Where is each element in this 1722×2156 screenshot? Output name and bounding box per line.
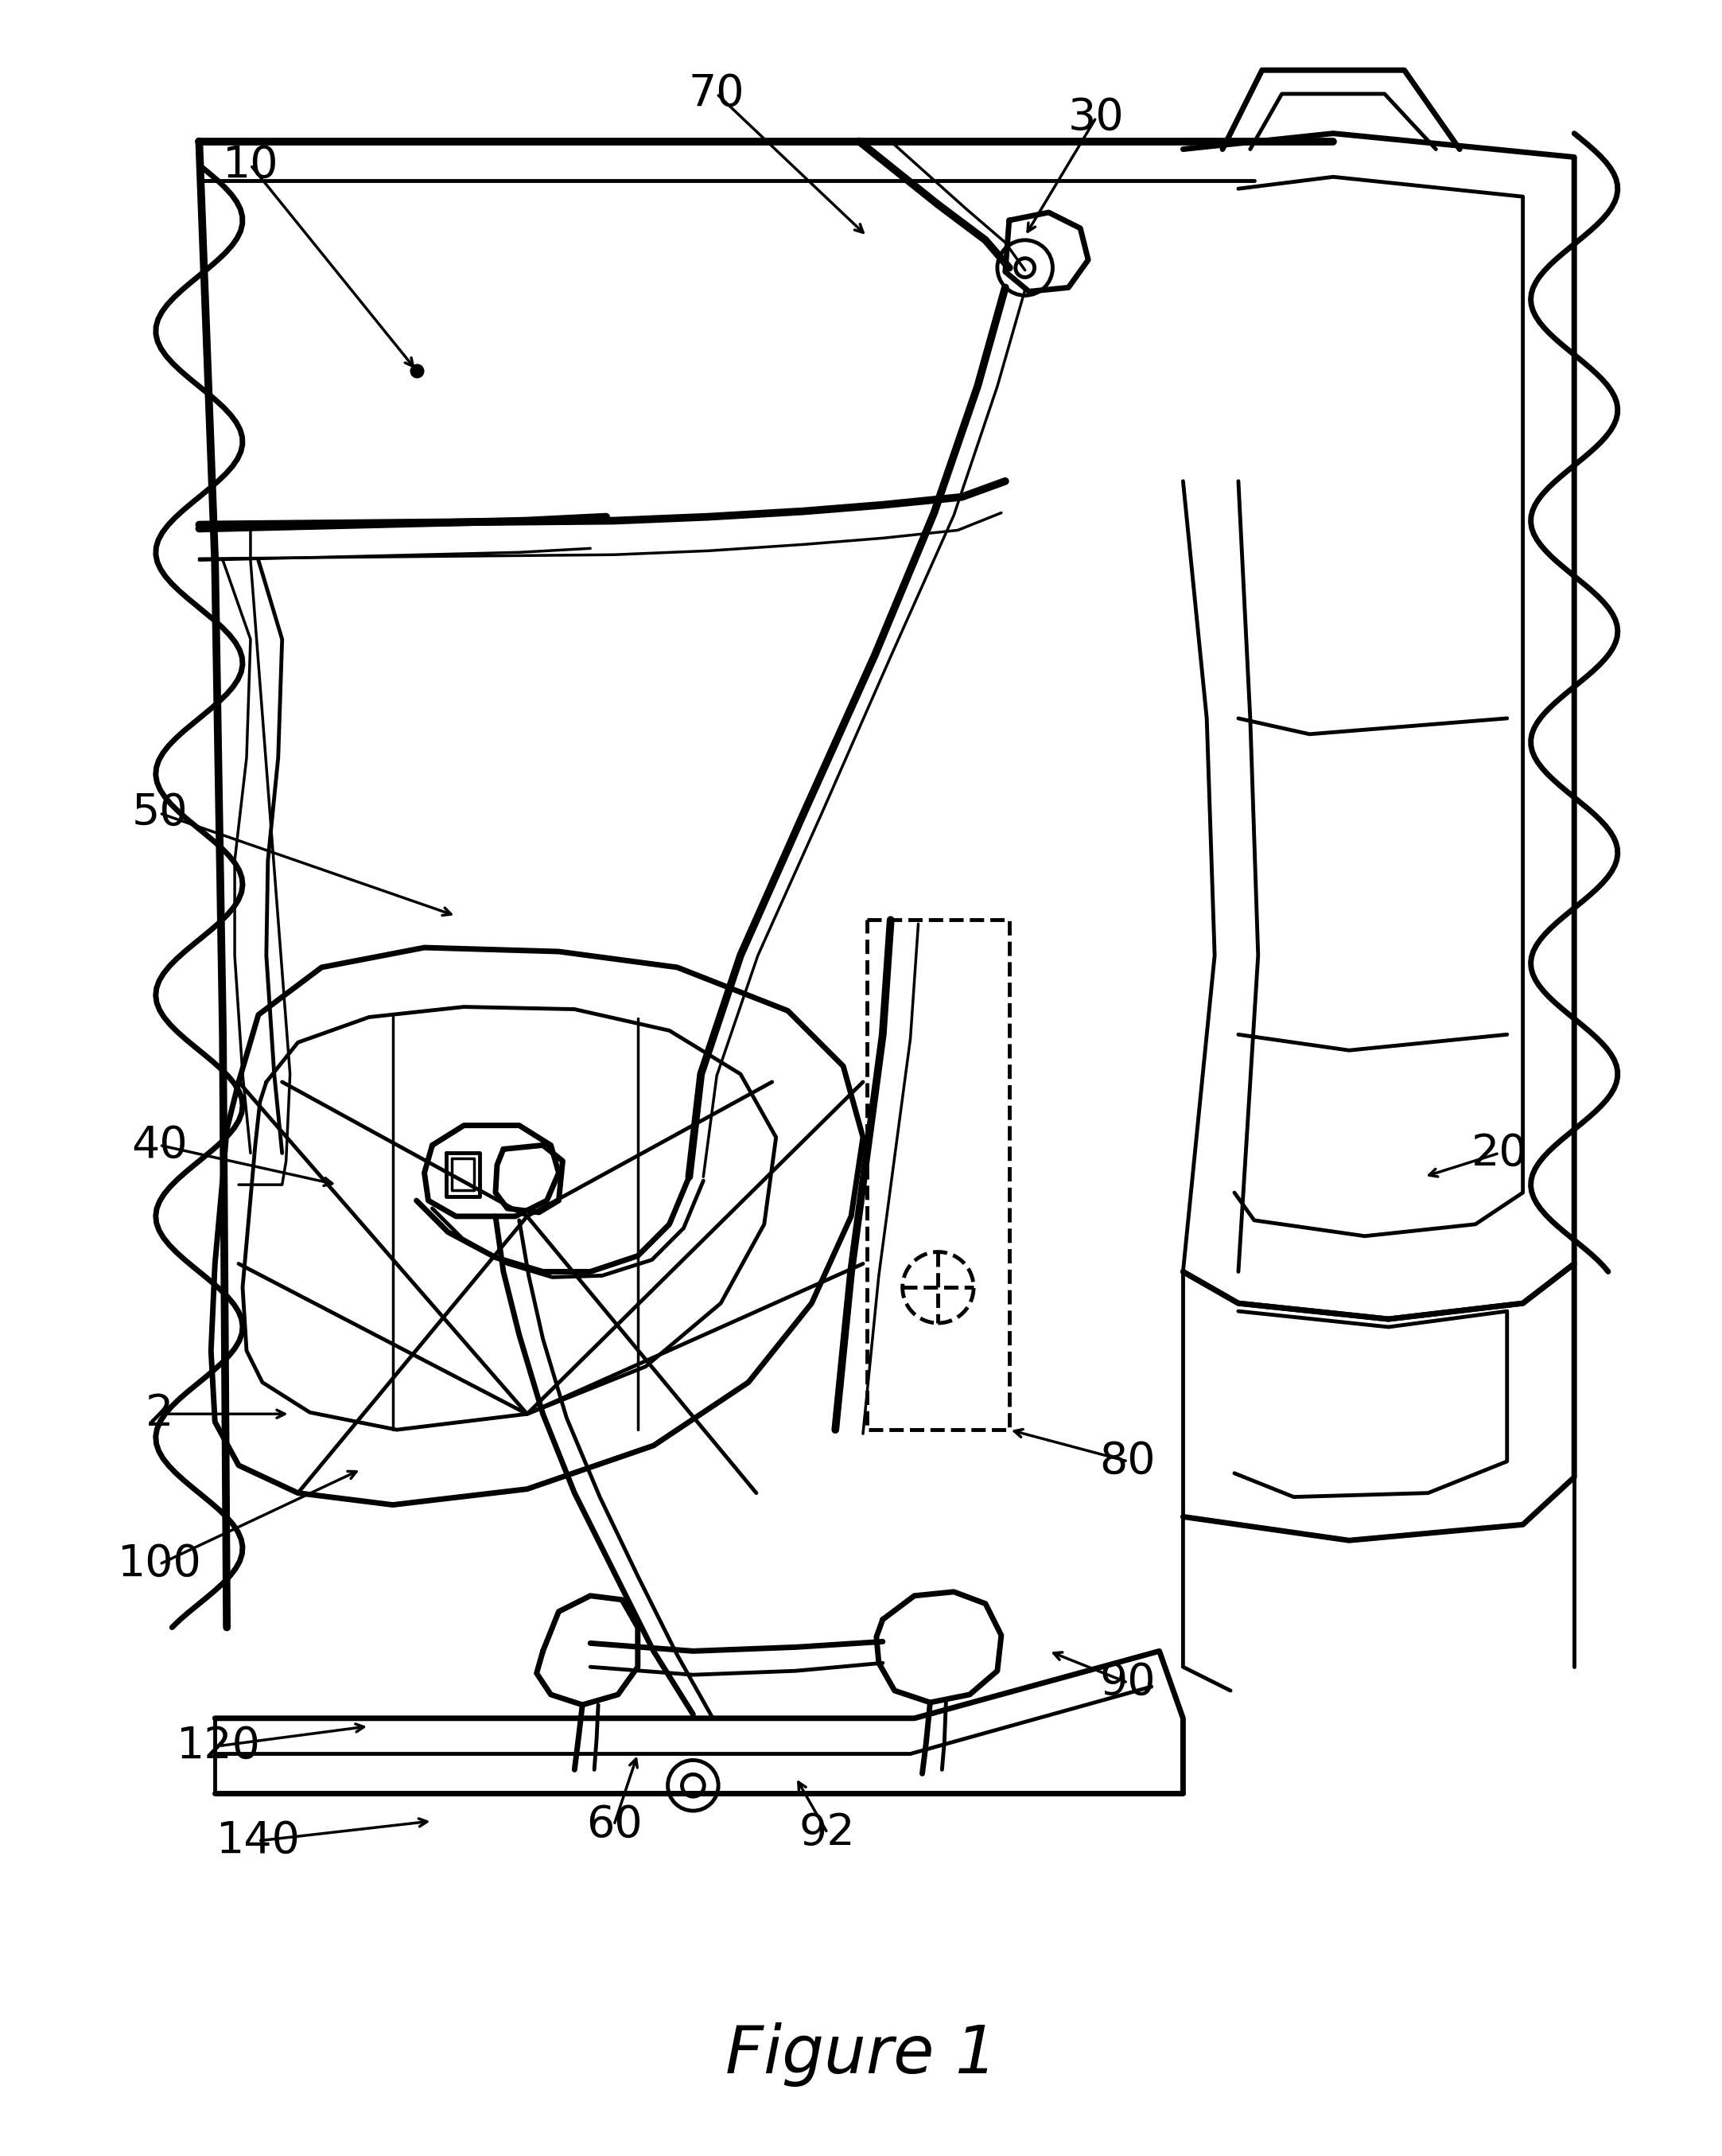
Text: 70: 70 (689, 73, 746, 116)
Text: 90: 90 (1100, 1662, 1155, 1703)
Text: 80: 80 (1100, 1440, 1155, 1483)
Text: 40: 40 (131, 1123, 188, 1166)
Text: 120: 120 (177, 1725, 262, 1768)
Text: 100: 100 (117, 1544, 201, 1585)
Text: 140: 140 (217, 1820, 301, 1863)
Text: 2: 2 (146, 1393, 174, 1436)
Text: Figure 1: Figure 1 (725, 2022, 997, 2087)
Text: 50: 50 (131, 791, 188, 834)
Circle shape (1016, 259, 1035, 278)
Text: 60: 60 (585, 1805, 642, 1846)
Text: 30: 30 (1068, 97, 1124, 138)
Text: 10: 10 (222, 144, 279, 185)
Text: 92: 92 (799, 1811, 856, 1854)
Text: 20: 20 (1471, 1132, 1527, 1175)
